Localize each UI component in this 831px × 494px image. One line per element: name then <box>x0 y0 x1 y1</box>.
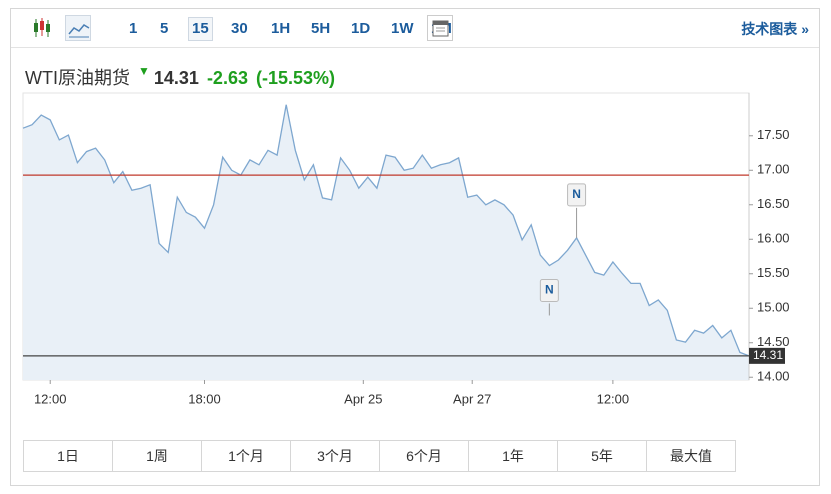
range-button[interactable]: 1周 <box>113 441 202 471</box>
tech-chart-link[interactable]: 技术图表 » <box>741 21 809 37</box>
interval-button[interactable]: 15 <box>188 17 213 41</box>
range-button[interactable]: 3个月 <box>291 441 380 471</box>
x-tick-label: Apr 27 <box>453 391 491 406</box>
range-bar: 1日 1周 1个月 3个月 6个月 1年 5年 最大值 <box>23 440 736 472</box>
last-price-label: 14.31 <box>753 348 783 362</box>
range-button[interactable]: 6个月 <box>380 441 469 471</box>
y-tick-label: 15.00 <box>757 300 790 315</box>
x-tick-label: 18:00 <box>188 391 221 406</box>
quote-header: WTI原油期货 ▼ 14.31 -2.63 (-15.53%) <box>25 64 343 90</box>
area-fill <box>23 104 749 380</box>
y-tick-label: 16.00 <box>757 231 790 246</box>
x-tick-label: Apr 25 <box>344 391 382 406</box>
interval-button[interactable]: 1 <box>129 20 138 37</box>
y-tick-label: 17.50 <box>757 127 790 142</box>
candle-icon[interactable] <box>29 15 55 41</box>
interval-button[interactable]: 1D <box>351 20 371 37</box>
range-button[interactable]: 最大值 <box>670 448 712 464</box>
down-arrow: ▼ <box>138 64 150 78</box>
event-label: N <box>545 283 554 297</box>
range-button[interactable]: 1个月 <box>202 441 291 471</box>
range-button[interactable]: 1年 <box>469 441 558 471</box>
interval-button[interactable]: 5H <box>311 20 331 37</box>
x-tick-label: 12:00 <box>34 391 67 406</box>
x-tick-label: 12:00 <box>597 391 630 406</box>
price: 14.31 <box>153 68 199 88</box>
change: -2.63 <box>206 68 248 88</box>
range-button[interactable]: 1日 <box>24 441 113 471</box>
y-tick-label: 14.00 <box>757 369 790 384</box>
line-icon[interactable] <box>65 15 91 41</box>
event-box <box>539 278 559 302</box>
range-button[interactable]: 5年 <box>558 441 647 471</box>
interval-button[interactable]: 5 <box>160 20 169 37</box>
event-box <box>567 183 587 207</box>
interval-button[interactable]: 30 <box>231 20 248 37</box>
y-tick-label: 17.00 <box>757 162 790 177</box>
widget: 1515301H5H1D1W1M 技术图表 » WTI原油期货▼14.31-2.… <box>10 8 820 486</box>
calendar-icon[interactable] <box>427 15 453 41</box>
last-price-box <box>749 347 785 364</box>
interval-button[interactable]: 1H <box>271 20 291 37</box>
instrument-name: WTI原油期货 <box>25 68 130 88</box>
y-tick-label: 15.50 <box>757 265 790 280</box>
event-label: N <box>572 187 581 201</box>
chart: 英为财情Investing.com14.0014.5015.0015.5016.… <box>22 92 790 406</box>
interval-button[interactable]: 1W <box>391 20 414 37</box>
change-pct: (-15.53%) <box>255 68 335 88</box>
y-tick-label: 14.50 <box>757 334 790 349</box>
toolbar: 1515301H5H1D1W1M 技术图表 » <box>11 9 819 48</box>
y-tick-label: 16.50 <box>757 196 790 211</box>
price-line <box>22 104 750 357</box>
